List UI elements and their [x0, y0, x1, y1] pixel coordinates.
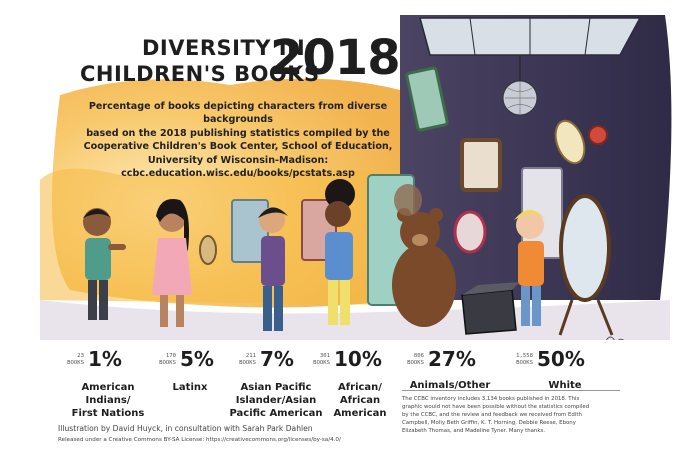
- book-count-label: BOOKS: [159, 360, 176, 366]
- category-label-line: White: [548, 380, 582, 391]
- percent-number: 5: [180, 347, 194, 371]
- book-count-label: BOOKS: [67, 360, 84, 366]
- box: [461, 289, 517, 335]
- book-count-value: 23: [77, 353, 84, 359]
- bear-figure: [392, 184, 456, 327]
- note-line: by the CCBC, and the review and feedback…: [402, 412, 582, 418]
- book-count: 301 BOOKS: [304, 353, 330, 367]
- subtitle-line: University of Wisconsin-Madison:: [147, 154, 329, 166]
- illustration: [40, 15, 672, 340]
- percent-unit: %: [564, 347, 585, 371]
- percent-unit: %: [361, 347, 382, 371]
- category-label-line: American: [333, 408, 387, 419]
- standing-mirror: [559, 194, 611, 302]
- category-label-white: White: [530, 379, 600, 392]
- note-line: graphic would not have been possible wit…: [402, 404, 590, 410]
- percent-value: 50%: [537, 347, 585, 371]
- percent-number: 7: [260, 347, 274, 371]
- book-count: 806 BOOKS: [398, 353, 424, 367]
- license-credit[interactable]: Released under a Creative Commons BY-SA …: [58, 437, 341, 443]
- percent-value: 10%: [334, 347, 382, 371]
- child-figure-4: [325, 179, 355, 325]
- category-label-line: First Nations: [71, 408, 145, 419]
- child-figure-1: [83, 208, 126, 320]
- note-line: The CCBC inventory includes 3,134 books …: [402, 396, 580, 402]
- category-label-african-american: African/ African American: [325, 381, 395, 420]
- title-line-2: CHILDREN'S BOOKS: [80, 62, 320, 86]
- percent-value: 1%: [88, 347, 122, 371]
- percent-number: 1: [88, 347, 102, 371]
- book-count-value: 170: [165, 353, 176, 359]
- mirror-round: [453, 210, 487, 254]
- category-label-line: Indians/: [85, 395, 131, 406]
- category-label-american-indians: American Indians/ First Nations: [68, 381, 148, 420]
- divider-line: [402, 390, 620, 391]
- book-count: 23 BOOKS: [58, 353, 84, 367]
- category-label-line: African/: [338, 382, 382, 393]
- book-count-label: BOOKS: [239, 360, 256, 366]
- percent-number: 27: [428, 347, 456, 371]
- percent-value: 27%: [428, 347, 476, 371]
- mirror-brown: [460, 138, 502, 192]
- percent-unit: %: [193, 347, 214, 371]
- book-count-label: BOOKS: [516, 360, 533, 366]
- category-label-latinx: Latinx: [160, 381, 220, 394]
- percent-number: 50: [537, 347, 565, 371]
- title-line-1: DIVERSITY IN: [142, 36, 306, 60]
- book-count-value: 1,558: [516, 353, 533, 359]
- mirror-green: [405, 66, 449, 132]
- child-figure-2: [152, 199, 217, 327]
- note-line: Elizabeth Thomas, and Madeline Tyner. Ma…: [402, 428, 545, 434]
- subtitle: Percentage of books depicting characters…: [78, 100, 398, 180]
- percent-number: 10: [334, 347, 362, 371]
- category-label-animals-other: Animals/Other: [400, 379, 500, 392]
- illustration-credit: Illustration by David Huyck, in consulta…: [58, 424, 313, 433]
- percent-unit: %: [273, 347, 294, 371]
- book-count: 1,558 BOOKS: [507, 353, 533, 367]
- mirror-oval: [554, 119, 586, 165]
- percent-value: 7%: [260, 347, 294, 371]
- book-count: 170 BOOKS: [150, 353, 176, 367]
- book-count-value: 806: [413, 353, 424, 359]
- child-figure-3: [258, 207, 288, 331]
- source-url[interactable]: ccbc.education.wisc.edu/books/pcstats.as…: [121, 168, 355, 180]
- category-label-asian-pacific: Asian Pacific Islander/Asian Pacific Ame…: [226, 381, 326, 420]
- percent-value: 5%: [180, 347, 214, 371]
- artist-signature: [605, 336, 625, 340]
- category-label-line: Asian Pacific: [240, 382, 312, 393]
- category-label-line: Pacific American: [229, 408, 323, 419]
- category-label-line: African: [339, 395, 381, 406]
- category-label-line: Animals/Other: [409, 380, 491, 391]
- mirror-red: [588, 125, 608, 145]
- book-count-value: 211: [245, 353, 256, 359]
- book-count-label: BOOKS: [313, 360, 330, 366]
- floor: [40, 300, 670, 340]
- subtitle-line: Percentage of books depicting characters…: [88, 101, 388, 126]
- category-label-line: Latinx: [172, 382, 208, 393]
- child-figure-6: [514, 210, 546, 326]
- percent-unit: %: [101, 347, 122, 371]
- subtitle-line: based on the 2018 publishing statistics …: [86, 127, 390, 139]
- category-label-line: American: [81, 382, 135, 393]
- book-count-value: 301: [319, 353, 330, 359]
- book-count-label: BOOKS: [407, 360, 424, 366]
- percent-unit: %: [455, 347, 476, 371]
- subtitle-line: Cooperative Children's Book Center, Scho…: [83, 141, 393, 153]
- acknowledgement-note: The CCBC inventory includes 3,134 books …: [402, 395, 617, 435]
- note-line: Campbell, Molly Beth Griffin, K. T. Horn…: [402, 420, 576, 426]
- category-label-line: Islander/Asian: [235, 395, 317, 406]
- book-count: 211 BOOKS: [230, 353, 256, 367]
- title-year: 2018: [270, 30, 401, 86]
